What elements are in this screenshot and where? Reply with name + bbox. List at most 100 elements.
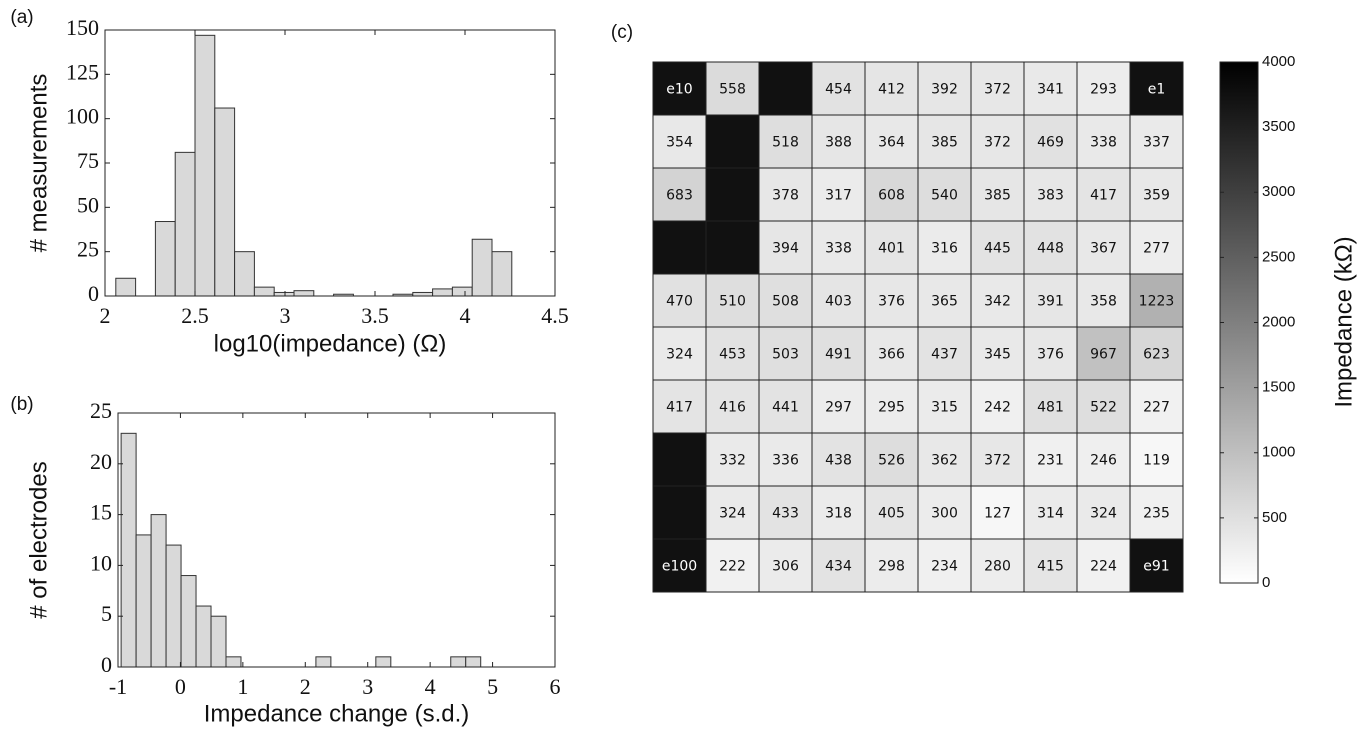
bar [465,656,482,668]
cell [1023,273,1078,328]
cell-label: 967 [1090,347,1117,363]
cell-label: 372 [984,135,1011,151]
bar [154,221,176,297]
cell-label: 385 [931,135,958,151]
colorbar-tick-label: 500 [1262,509,1287,526]
cell-label: 324 [666,347,693,363]
cell-label: 608 [878,188,905,204]
cell-label: 385 [984,188,1011,204]
cell [1129,432,1184,487]
cell [917,485,972,540]
cell [1076,220,1131,275]
x-tick-label: 2 [300,674,311,699]
y-tick-label: 20 [90,449,112,474]
colorbar-tick-label: 1500 [1262,379,1295,396]
bar [234,251,255,297]
cell-label: 469 [1037,135,1064,151]
cell-label: 392 [931,82,958,98]
cell [811,61,866,116]
bar [412,291,434,297]
cell-dark [705,167,760,222]
cell-label: 438 [825,453,852,469]
cell-label: 293 [1090,82,1117,98]
cell-label: 417 [666,400,693,416]
cell-label: 324 [719,506,746,522]
cell [811,273,866,328]
cell [811,485,866,540]
cell [1129,379,1184,434]
cell [864,432,919,487]
cell-label: 388 [825,135,852,151]
cell [811,379,866,434]
cell-label: 345 [984,347,1011,363]
cell-label: 391 [1037,294,1064,310]
cell-label: 224 [1090,559,1117,575]
cell-label: 358 [1090,294,1117,310]
cell-label: 235 [1143,506,1170,522]
cell-label: 246 [1090,453,1117,469]
cell-dark [652,220,707,275]
cell-dark [705,220,760,275]
cell-label: 448 [1037,241,1064,257]
cell-label: 318 [825,506,852,522]
x-tick-label: 3 [362,674,373,699]
colorbar-tick-label: 1000 [1262,444,1295,461]
cell-label: 401 [878,241,905,257]
cell [1023,220,1078,275]
x-axis-label: log10(impedance) (Ω) [214,330,447,357]
cell-label: 297 [825,400,852,416]
y-tick-label: 10 [90,550,112,575]
cell [652,273,707,328]
y-tick-label: 0 [101,652,112,677]
cell-label: 332 [719,453,746,469]
cell-label: 412 [878,82,905,98]
cell-label: 338 [1090,135,1117,151]
cell-label: 470 [666,294,693,310]
cell [1023,432,1078,487]
cell [705,485,760,540]
cell [917,273,972,328]
cell-label: 227 [1143,400,1170,416]
cell [705,326,760,381]
cell [917,379,972,434]
cell-label: 366 [878,347,905,363]
colorbar-tick-label: 3000 [1262,183,1295,200]
cell-label: 338 [825,241,852,257]
cell-dark [705,114,760,169]
x-tick-label: 4.5 [541,303,569,328]
cell-label: 280 [984,559,1011,575]
x-tick-label: 0 [175,674,186,699]
cell-label: 234 [931,559,958,575]
cell [1076,114,1131,169]
bar [432,288,453,297]
bar [194,34,216,297]
bar [165,544,182,668]
bar [174,151,196,297]
panel-label: (b) [10,394,33,415]
bar [273,291,295,297]
y-tick-label: 5 [101,601,112,626]
cell-label: 503 [772,347,799,363]
x-tick-label: 3 [280,303,291,328]
cell [917,167,972,222]
bar [115,277,137,297]
bar [135,534,152,668]
y-axis-label: # measurements [25,74,52,253]
bar [253,286,275,297]
cell [758,432,813,487]
cell-label: 367 [1090,241,1117,257]
cell [864,114,919,169]
axes-box [117,412,556,668]
bar [120,432,137,668]
cell [1129,273,1184,328]
cell-label: 376 [878,294,905,310]
cell [1076,432,1131,487]
cell-label: 242 [984,400,1011,416]
cell [864,538,919,593]
bar [225,656,242,668]
cell-label: 295 [878,400,905,416]
cell [864,379,919,434]
cell [652,326,707,381]
cell [917,61,972,116]
